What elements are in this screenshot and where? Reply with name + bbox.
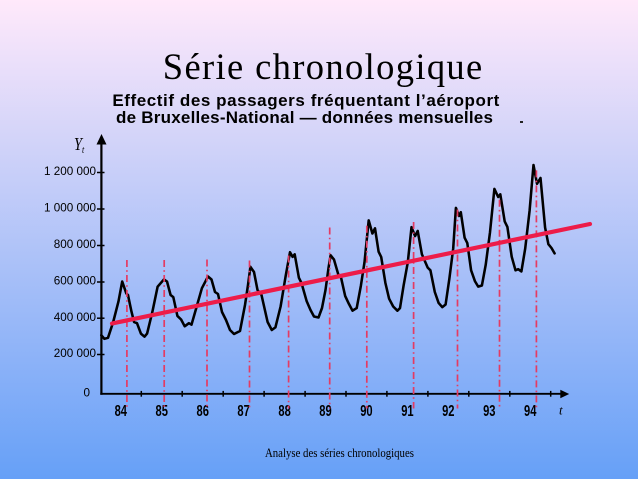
svg-text:Yt: Yt [74,133,85,155]
svg-text:87: 87 [237,402,249,419]
svg-text:400 000: 400 000 [54,311,97,324]
svg-text:93: 93 [483,402,496,419]
svg-text:t: t [559,403,563,418]
svg-text:88: 88 [278,402,291,419]
svg-text:0: 0 [83,387,90,400]
svg-text:1 000 000: 1 000 000 [44,202,96,215]
svg-text:85: 85 [155,402,168,419]
svg-text:90: 90 [360,402,372,419]
svg-text:86: 86 [196,402,209,419]
svg-text:89: 89 [319,402,331,419]
svg-text:1 200 000: 1 200 000 [44,165,96,178]
svg-text:200 000: 200 000 [54,347,97,360]
svg-text:600 000: 600 000 [54,275,97,288]
svg-text:84: 84 [115,402,128,419]
svg-text:92: 92 [442,402,454,419]
svg-text:94: 94 [524,402,537,419]
svg-text:800 000: 800 000 [54,238,97,251]
svg-text:91: 91 [401,402,414,419]
